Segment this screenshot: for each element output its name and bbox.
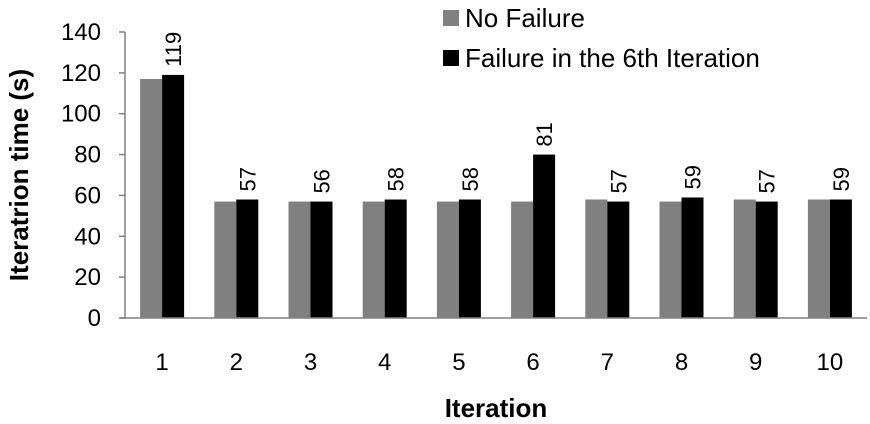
bar-failure-6 xyxy=(533,155,555,318)
y-tick-label: 80 xyxy=(74,142,101,169)
x-tick-label: 10 xyxy=(817,349,844,376)
data-label: 59 xyxy=(829,167,854,191)
y-tick-label: 120 xyxy=(61,60,101,87)
y-tick-label: 0 xyxy=(88,305,101,332)
bar-failure-4 xyxy=(385,200,407,318)
bar-no-failure-2 xyxy=(214,202,236,318)
x-tick-label: 5 xyxy=(452,349,465,376)
x-tick-label: 8 xyxy=(675,349,688,376)
data-label: 57 xyxy=(606,169,631,193)
bar-no-failure-8 xyxy=(660,202,682,318)
x-tick-label: 7 xyxy=(601,349,614,376)
data-label: 119 xyxy=(161,32,186,67)
data-label: 81 xyxy=(532,122,557,146)
y-axis-title: Iteratrion time (s) xyxy=(4,69,34,281)
y-tick-label: 40 xyxy=(74,223,101,250)
bar-no-failure-1 xyxy=(140,79,162,318)
bar-no-failure-10 xyxy=(808,200,830,318)
x-tick-label: 4 xyxy=(378,349,391,376)
bar-failure-9 xyxy=(756,202,778,318)
bar-failure-10 xyxy=(830,200,852,318)
data-label: 57 xyxy=(235,167,260,191)
bar-failure-2 xyxy=(236,200,258,318)
bar-no-failure-9 xyxy=(734,200,756,318)
x-tick-label: 6 xyxy=(526,349,539,376)
bar-failure-1 xyxy=(162,75,184,318)
bar-failure-3 xyxy=(311,202,333,318)
x-axis-ticks: 1 2 3 4 5 6 7 8 9 10 xyxy=(155,349,843,376)
legend-label: No Failure xyxy=(465,3,585,33)
y-tick-label: 100 xyxy=(61,101,101,128)
x-tick-label: 3 xyxy=(304,349,317,376)
x-tick-label: 1 xyxy=(155,349,168,376)
bar-no-failure-3 xyxy=(289,202,311,318)
bar-failure-8 xyxy=(682,197,704,318)
data-label: 57 xyxy=(755,169,780,193)
legend-swatch xyxy=(443,10,459,26)
bar-no-failure-6 xyxy=(511,202,533,318)
x-tick-label: 2 xyxy=(230,349,243,376)
bar-no-failure-5 xyxy=(437,202,459,318)
data-label: 58 xyxy=(458,167,483,191)
y-tick-label: 20 xyxy=(74,264,101,291)
legend: No Failure Failure in the 6th Iteration xyxy=(443,3,760,73)
bars-group xyxy=(140,75,852,318)
data-label: 56 xyxy=(310,169,335,193)
legend-label: Failure in the 6th Iteration xyxy=(465,43,760,73)
y-axis-ticks: 0 20 40 60 80 100 120 140 xyxy=(61,19,125,332)
data-label: 59 xyxy=(681,165,706,189)
x-tick-label: 9 xyxy=(749,349,762,376)
x-axis-title: Iteration xyxy=(445,393,548,423)
bar-failure-5 xyxy=(459,200,481,318)
legend-swatch xyxy=(443,50,459,66)
bar-no-failure-4 xyxy=(363,202,385,318)
y-tick-label: 140 xyxy=(61,19,101,46)
y-tick-label: 60 xyxy=(74,182,101,209)
data-label: 58 xyxy=(384,167,409,191)
bar-failure-7 xyxy=(607,202,629,318)
bar-no-failure-7 xyxy=(585,200,607,318)
